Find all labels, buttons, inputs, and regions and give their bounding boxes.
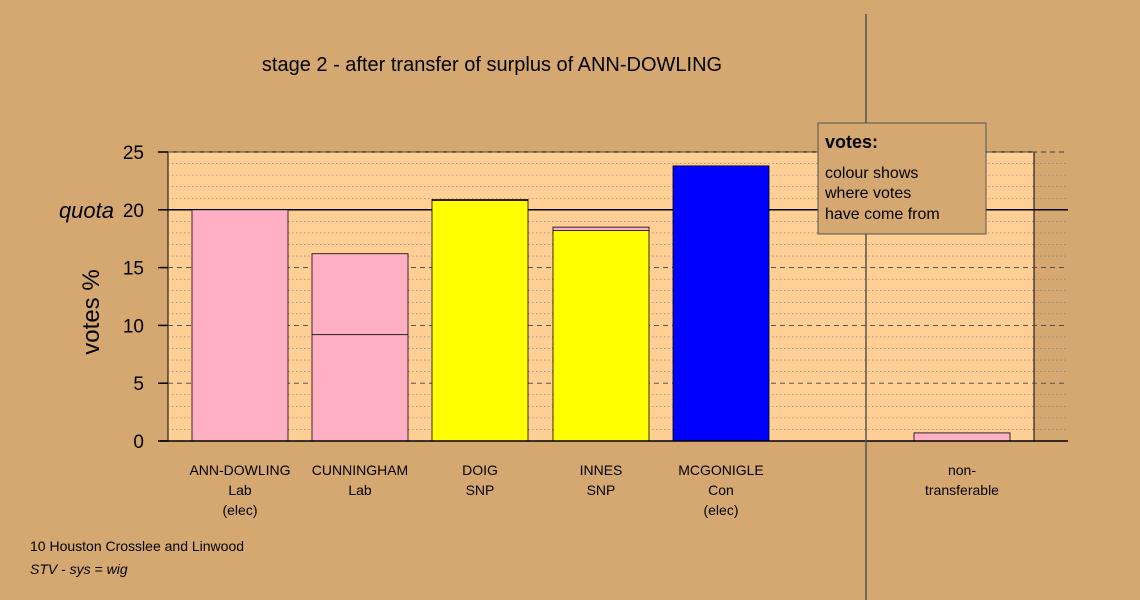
category-label: SNP: [466, 482, 495, 498]
bar-segment: [672, 165, 770, 442]
legend-line-2: where votes: [824, 185, 911, 202]
category-label: Lab: [228, 482, 252, 498]
category-label: INNES: [580, 462, 623, 478]
y-axis: 0 5 10 15 20 25 quota: [59, 143, 168, 453]
y-tick-label: 5: [133, 374, 144, 395]
legend-title: votes:: [825, 132, 878, 152]
legend-box: [817, 122, 987, 235]
category-label: (elec): [222, 502, 257, 518]
category-label: Lab: [348, 482, 372, 498]
bar-segment: [552, 226, 650, 232]
category-label: SNP: [587, 482, 616, 498]
category-label: non-: [948, 462, 976, 478]
category-label: ANN-DOWLING: [189, 462, 290, 478]
y-tick-label: 15: [123, 259, 144, 280]
bar-segment: [311, 253, 409, 336]
quota-label: quota: [59, 198, 114, 223]
bars: [191, 165, 1011, 442]
y-tick-label: 20: [123, 201, 144, 222]
footer-system: STV - sys = wig: [30, 561, 128, 577]
category-label: transferable: [925, 482, 999, 498]
y-tick-label: 0: [133, 432, 144, 453]
category-labels: ANN-DOWLING Lab (elec) CUNNINGHAM Lab DOIG SNP…: [189, 462, 999, 518]
footer-constituency: 10 Houston Crosslee and Linwood: [30, 538, 244, 554]
bar-segment: [431, 200, 529, 442]
bar-segment: [552, 230, 650, 442]
bar-segment: [311, 334, 409, 442]
y-axis-label: votes %: [78, 269, 105, 354]
legend-line-1: colour shows: [825, 165, 918, 182]
chart-title: stage 2 - after transfer of surplus of A…: [262, 54, 722, 76]
category-label: (elec): [703, 502, 738, 518]
y-tick-label: 10: [123, 316, 144, 337]
bar-segment: [431, 198, 529, 201]
legend: votes: colour shows where votes have com…: [817, 122, 987, 235]
category-label: MCGONIGLE: [678, 462, 764, 478]
category-label: Con: [708, 482, 734, 498]
y-tick-label: 25: [123, 143, 144, 164]
category-label: DOIG: [462, 462, 498, 478]
bar-segment: [191, 209, 289, 442]
bar-segment: [913, 432, 1011, 442]
legend-line-3: have come from: [825, 206, 940, 223]
category-label: CUNNINGHAM: [312, 462, 408, 478]
